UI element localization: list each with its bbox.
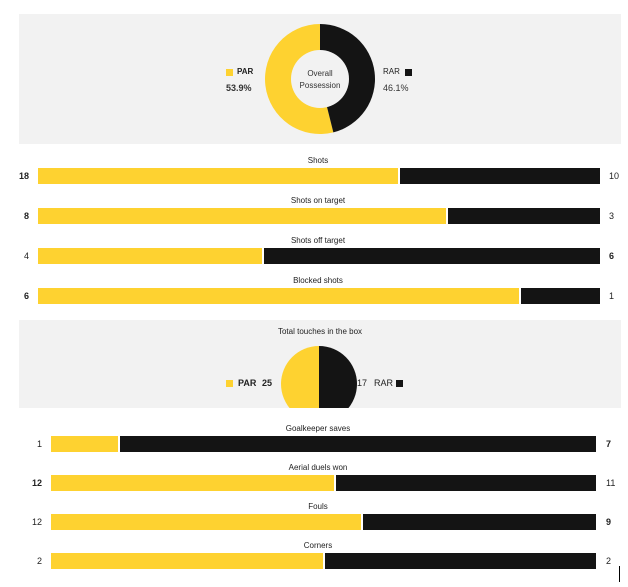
stat-bar-home	[51, 475, 334, 491]
stat-away-value: 9	[606, 517, 612, 527]
stat-bar-home	[38, 248, 262, 264]
stat-bar-home	[51, 553, 323, 569]
touches-home-swatch	[226, 380, 233, 387]
stat-title: Blocked shots	[293, 276, 343, 285]
possession-center-label-line2: Possession	[299, 81, 341, 90]
possession-away-team: RAR	[383, 67, 400, 76]
stat-home-value: 12	[31, 517, 42, 527]
text-cursor	[619, 566, 620, 582]
touches-panel: Total touches in the box PAR 25 17 RAR	[19, 320, 621, 408]
stat-bar	[38, 168, 600, 184]
stat-away-value: 6	[609, 251, 615, 261]
stat-bar-away	[264, 248, 600, 264]
stat-home-value: 8	[23, 211, 29, 221]
stat-bar-home	[38, 208, 446, 224]
stat-bar	[38, 208, 600, 224]
stat-bar	[38, 248, 600, 264]
stat-bar-home	[51, 514, 361, 530]
possession-center-label-line1: Overall	[307, 69, 333, 78]
possession-away-value: 46.1%	[383, 83, 409, 93]
stat-title: Shots off target	[290, 236, 346, 245]
stat-away-value: 3	[609, 211, 615, 221]
stat-home-value: 6	[23, 291, 29, 301]
stat-bar-home	[38, 168, 398, 184]
stat-bar-gap	[118, 436, 120, 452]
stat-home-value: 1	[36, 439, 42, 449]
stat-bar-away	[325, 553, 596, 569]
possession-donut-hole	[291, 50, 349, 108]
stat-bar-home	[51, 436, 118, 452]
possession-panel: PAR 53.9% Overall Possession RAR 46.1%	[19, 14, 621, 144]
touches-home-value: 25	[262, 378, 273, 388]
stat-bar-gap	[446, 208, 448, 224]
touches-away-swatch	[396, 380, 403, 387]
stat-bar-gap	[262, 248, 264, 264]
stat-title: Aerial duels won	[288, 463, 348, 472]
stat-title: Fouls	[308, 502, 328, 511]
touches-home-team: PAR	[238, 378, 257, 388]
stat-bar-away	[336, 475, 596, 491]
stat-bar-gap	[398, 168, 400, 184]
possession-home-team: PAR	[237, 67, 254, 76]
stat-home-value: 18	[18, 171, 29, 181]
stat-title: Shots on target	[290, 196, 346, 205]
stat-title: Goalkeeper saves	[285, 424, 351, 433]
stat-away-value: 7	[606, 439, 612, 449]
stat-bar-gap	[334, 475, 336, 491]
stat-bar-away	[521, 288, 600, 304]
stat-bar	[51, 514, 596, 530]
stat-title: Shots	[307, 156, 329, 165]
stat-home-value: 4	[23, 251, 29, 261]
stat-away-value: 11	[606, 478, 616, 488]
stat-title: Corners	[303, 541, 333, 550]
stat-bar	[51, 436, 596, 452]
touches-title: Total touches in the box	[277, 327, 363, 336]
stat-bar-home	[38, 288, 519, 304]
possession-home-value: 53.9%	[226, 83, 252, 93]
stat-home-value: 12	[31, 478, 42, 488]
stat-bar-away	[448, 208, 600, 224]
stat-bar-gap	[519, 288, 521, 304]
possession-center-label: Overall Possession	[285, 68, 355, 92]
touches-away-value: 17	[357, 378, 368, 388]
stat-away-value: 10	[609, 171, 620, 181]
stat-bar	[51, 553, 596, 569]
touches-away-team: RAR	[374, 378, 394, 388]
possession-donut	[265, 24, 375, 134]
stat-bar	[38, 288, 600, 304]
stat-bar-gap	[323, 553, 325, 569]
stat-away-value: 2	[606, 556, 612, 566]
stat-home-value: 2	[36, 556, 42, 566]
stat-away-value: 1	[609, 291, 615, 301]
touches-away-shape	[319, 346, 357, 408]
stat-bar-away	[400, 168, 600, 184]
touches-home-shape	[281, 346, 319, 408]
touches-half-donut	[281, 346, 357, 408]
away-legend-swatch	[405, 69, 412, 76]
stat-bar-gap	[361, 514, 363, 530]
home-legend-swatch	[226, 69, 233, 76]
stat-bar	[51, 475, 596, 491]
stat-bar-away	[120, 436, 596, 452]
stat-bar-away	[363, 514, 596, 530]
